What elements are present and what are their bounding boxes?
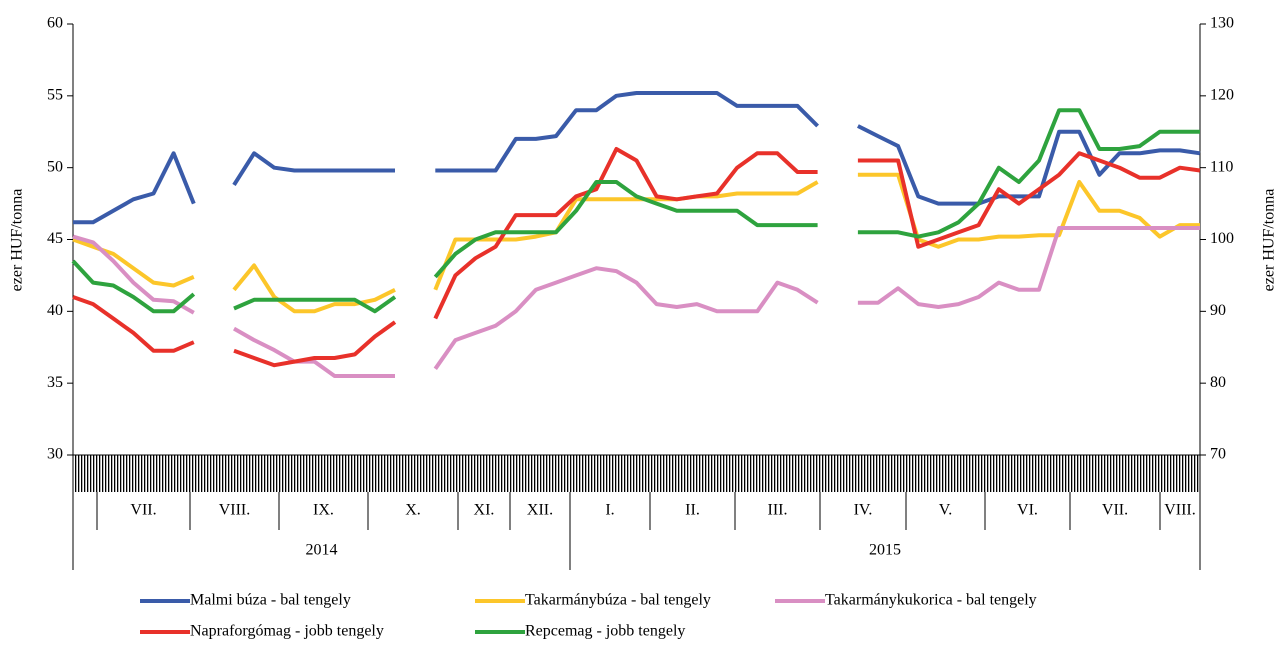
y2-tick-label: 90 [1210, 302, 1226, 319]
month-label: VIII. [1164, 502, 1196, 519]
month-label: VIII. [219, 502, 251, 519]
y2-tick-label: 120 [1210, 87, 1234, 104]
y2-tick-label: 100 [1210, 230, 1234, 247]
legend-label: Napraforgómag - jobb tengely [190, 623, 384, 640]
y2-tick-label: 80 [1210, 374, 1226, 391]
y2-tick-label: 70 [1210, 446, 1226, 463]
month-label: VI. [1017, 502, 1038, 519]
month-label: XII. [527, 502, 553, 519]
month-label: VII. [130, 502, 156, 519]
month-label: I. [605, 502, 614, 519]
series-line [72, 226, 1200, 378]
legend-label: Takarmánybúza - bal tengely [525, 592, 711, 609]
month-label: III. [768, 502, 788, 519]
month-label: VII. [1102, 502, 1128, 519]
y-tick-label: 30 [47, 446, 63, 463]
month-label: XI. [474, 502, 495, 519]
legend-label: Malmi búza - bal tengely [190, 592, 351, 609]
y-tick-label: 40 [47, 302, 63, 319]
y-tick-label: 45 [47, 230, 63, 247]
y2-tick-label: 110 [1210, 158, 1233, 175]
y-tick-label: 60 [47, 15, 63, 32]
day-ticks [73, 455, 1200, 492]
series-line [72, 172, 1200, 314]
y-tick-label: 55 [47, 87, 63, 104]
year-label: 2015 [869, 542, 901, 559]
month-label: II. [685, 502, 700, 519]
series-line [72, 147, 1201, 368]
month-label: V. [939, 502, 953, 519]
legend-label: Takarmánykukorica - bal tengely [825, 592, 1037, 609]
series-line [71, 108, 1200, 314]
y-tick-label: 50 [47, 158, 63, 175]
y-axis-label: ezer HUF/tonna [9, 189, 26, 292]
month-label: IV. [854, 502, 873, 519]
y2-tick-label: 130 [1210, 15, 1234, 32]
series-line [73, 91, 1201, 225]
year-label: 2014 [306, 542, 338, 559]
legend-label: Repcemag - jobb tengely [525, 623, 685, 640]
y2-axis-label: ezer HUF/tonna [1261, 189, 1278, 292]
y-tick-label: 35 [47, 374, 63, 391]
month-label: X. [405, 502, 421, 519]
month-label: IX. [313, 502, 334, 519]
